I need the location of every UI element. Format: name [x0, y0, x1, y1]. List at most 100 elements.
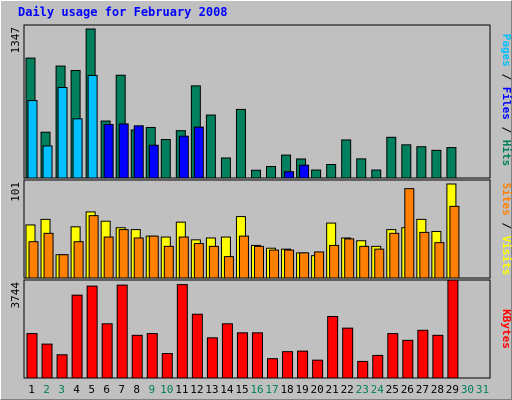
day-label: 21 [326, 383, 339, 396]
sites-bar [118, 229, 129, 279]
hits-bar [431, 149, 442, 179]
hits-bar [235, 108, 246, 179]
sites-bar [253, 245, 264, 279]
day-label: 9 [148, 383, 155, 396]
files-bar [193, 126, 204, 179]
kbytes-bar [312, 359, 324, 379]
day-label: 20 [311, 383, 324, 396]
svg-text:KBytes: KBytes [500, 309, 512, 349]
day-label: 15 [235, 383, 248, 396]
kbytes-bar [26, 333, 38, 379]
kbytes-bar [251, 332, 263, 379]
sites-bar [58, 254, 69, 279]
day-label: 3 [58, 383, 65, 396]
kbytes-bar [116, 284, 128, 379]
day-label: 8 [133, 383, 140, 396]
axis-max-label: 3744 [9, 282, 22, 309]
sites-bar [28, 241, 39, 279]
hits-bar [311, 169, 322, 179]
sites-bar [284, 249, 295, 279]
sites-bar [359, 245, 370, 279]
kbytes-bar [146, 333, 158, 379]
kbytes-bar [191, 313, 203, 379]
hits-bar [401, 144, 412, 179]
day-label: 30 [461, 383, 474, 396]
sites-bar [374, 248, 385, 279]
sites-bar [434, 242, 445, 279]
kbytes-bar [236, 332, 248, 379]
kbytes-bar [221, 323, 233, 379]
day-label: 1 [28, 383, 35, 396]
kbytes-bar [267, 358, 279, 379]
day-label: 26 [401, 383, 414, 396]
kbytes-bar [71, 294, 83, 379]
legend: Pages / Files / Hits [500, 34, 512, 167]
sites-bar [344, 238, 355, 279]
day-label: 25 [386, 383, 399, 396]
pages-bar [57, 87, 68, 179]
files-bar [178, 135, 189, 179]
day-label: 16 [250, 383, 263, 396]
day-label: 24 [371, 383, 385, 396]
day-label: 13 [205, 383, 218, 396]
sites-bar [419, 231, 430, 279]
axis-max-label: 101 [9, 182, 22, 202]
sites-bar [133, 237, 144, 279]
pages-bar [42, 145, 53, 179]
hits-bar [266, 165, 277, 179]
day-label: 18 [280, 383, 293, 396]
hits-bar [446, 147, 457, 179]
kbytes-bar [282, 351, 294, 379]
sites-bar [238, 235, 249, 279]
day-label: 22 [341, 383, 354, 396]
sites-bar [43, 232, 54, 279]
sites-bar [449, 205, 460, 279]
day-label: 12 [190, 383, 203, 396]
kbytes-bar [206, 337, 218, 379]
day-label: 17 [265, 383, 278, 396]
day-label: 5 [88, 383, 95, 396]
hits-bar [371, 169, 382, 179]
kbytes-bar [56, 354, 68, 379]
kbytes-bar [161, 353, 173, 379]
files-bar [299, 164, 310, 179]
legend: Sites / Visits [500, 183, 512, 276]
files-bar [133, 125, 144, 179]
day-label: 7 [118, 383, 125, 396]
hits-bar [205, 114, 216, 179]
kbytes-bar [41, 343, 53, 379]
kbytes-bar [432, 334, 444, 379]
day-label: 11 [175, 383, 188, 396]
hits-bar [326, 164, 337, 179]
svg-text:Pages / Files / Hits: Pages / Files / Hits [500, 34, 512, 167]
day-label: 23 [356, 383, 369, 396]
day-label: 29 [446, 383, 459, 396]
kbytes-bar [417, 329, 429, 379]
sites-bar [148, 235, 159, 279]
hits-bar [160, 139, 171, 179]
day-label: 4 [73, 383, 80, 396]
hits-bar [386, 136, 397, 179]
kbytes-bar [327, 315, 339, 379]
sites-bar [269, 249, 280, 279]
files-bar [118, 123, 129, 179]
files-bar [148, 144, 159, 179]
kbytes-bar [342, 327, 354, 379]
pages-bar [27, 100, 38, 179]
sites-bar [299, 252, 310, 279]
files-bar [284, 171, 295, 179]
sites-bar [88, 215, 99, 279]
kbytes-bar [131, 334, 143, 379]
day-label: 6 [103, 383, 110, 396]
hits-bar [356, 158, 367, 179]
kbytes-bar [372, 354, 384, 379]
kbytes-bar [176, 284, 188, 379]
kbytes-bar [387, 333, 399, 379]
day-label: 19 [295, 383, 308, 396]
day-label: 2 [43, 383, 50, 396]
pages-bar [72, 118, 83, 179]
day-label: 14 [220, 383, 234, 396]
sites-bar [73, 241, 84, 279]
axis-max-label: 1347 [9, 27, 22, 54]
